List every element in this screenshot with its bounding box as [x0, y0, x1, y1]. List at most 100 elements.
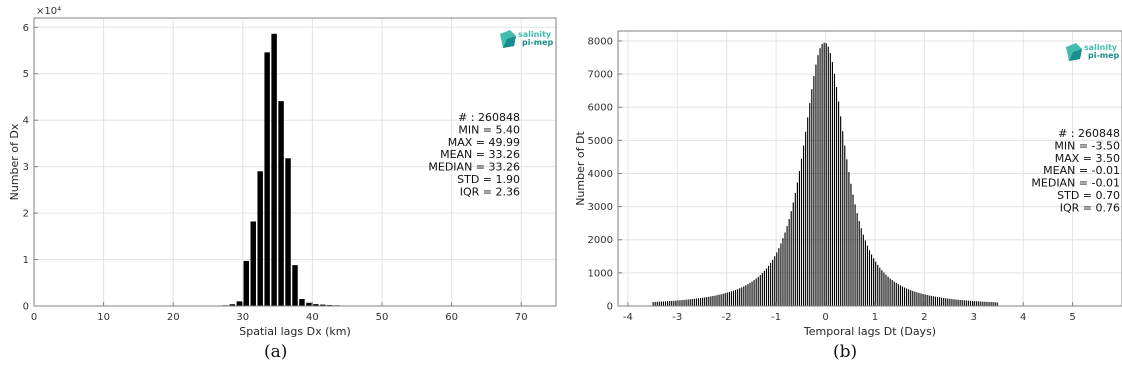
y-tick-label: 0 — [607, 302, 613, 313]
bar — [910, 290, 912, 306]
bar — [722, 293, 724, 306]
bar — [693, 298, 695, 306]
bar — [840, 116, 842, 306]
bar — [798, 171, 801, 306]
bar — [753, 280, 755, 306]
bar — [299, 299, 305, 306]
y-tick-label: 7000 — [588, 70, 613, 81]
stat-line: MEDIAN = 33.26 — [428, 161, 520, 174]
bar — [250, 221, 256, 306]
bar — [862, 234, 864, 306]
bar — [936, 297, 939, 306]
bar — [714, 295, 716, 306]
bar — [687, 299, 689, 306]
bar — [710, 296, 712, 306]
bar — [879, 267, 881, 306]
x-tick-label: 10 — [97, 312, 110, 323]
x-tick-label: 40 — [306, 312, 319, 323]
bar — [691, 299, 693, 306]
bar — [941, 297, 943, 306]
bar — [988, 301, 990, 306]
chart-panel-a: 0 10 20 30 40 50 60 70 0 1 2 3 4 5 6 ×10⁴ Spatial lags D… — [8, 6, 557, 338]
bar — [959, 299, 961, 306]
stat-line: MAX = 49.99 — [448, 136, 520, 149]
bar — [761, 273, 763, 306]
bar — [741, 287, 743, 306]
bar — [743, 286, 745, 306]
bar — [673, 300, 675, 306]
bar — [732, 290, 735, 306]
bar — [778, 248, 780, 306]
x-axis-label: Temporal lags Dt (Days) — [803, 325, 936, 338]
x-tick-label: 50 — [376, 312, 389, 323]
bar — [782, 238, 784, 306]
bar — [803, 145, 805, 306]
plot-frame — [617, 30, 1122, 307]
bar — [848, 172, 850, 306]
bar — [881, 270, 883, 306]
y-tick-label: 6000 — [588, 103, 613, 114]
bar — [704, 297, 706, 306]
plot-frame — [33, 17, 557, 307]
stat-line: MEDIAN = -0.01 — [1031, 177, 1120, 190]
bar — [809, 103, 811, 306]
bar — [292, 265, 298, 306]
bar — [967, 300, 969, 306]
bar — [786, 226, 788, 306]
bar — [949, 298, 951, 306]
bar — [763, 270, 765, 306]
bar — [965, 300, 967, 306]
bar — [918, 292, 920, 306]
bar — [654, 301, 656, 306]
bar — [796, 182, 798, 306]
logo-line2: pi-mep — [1088, 51, 1120, 60]
bar — [320, 304, 326, 306]
bar — [706, 297, 708, 306]
bar — [726, 292, 728, 306]
x-tick-label: 2 — [921, 312, 927, 323]
bar — [770, 262, 772, 306]
y-tick-label: 0 — [23, 302, 29, 313]
bar — [681, 300, 683, 306]
bar — [953, 299, 955, 306]
bar — [994, 302, 996, 306]
bar — [660, 301, 662, 306]
bar — [790, 211, 792, 306]
y-tick-label: 4000 — [588, 169, 613, 180]
x-tick-label: 30 — [236, 312, 249, 323]
stat-line: STD = 1.90 — [457, 173, 520, 186]
bar — [901, 286, 904, 306]
chart-panel-b: -4 -3 -2 -1 0 1 2 3 4 5 0 1000 2000 3000 4000 5000 6000 7… — [574, 30, 1122, 338]
y-tick-label: 2000 — [588, 235, 613, 246]
bar — [815, 64, 817, 307]
bar — [924, 294, 926, 306]
bar — [243, 260, 250, 306]
bar — [712, 295, 714, 306]
bar — [835, 87, 838, 306]
bar — [856, 213, 858, 306]
bar — [765, 268, 768, 306]
bar — [652, 302, 654, 306]
y-exponent-label: ×10⁴ — [36, 6, 61, 17]
x-tick-label: 1 — [872, 312, 878, 323]
bar — [724, 293, 726, 306]
bar — [697, 298, 700, 306]
bar — [992, 302, 994, 306]
bar — [745, 285, 747, 306]
bar — [980, 301, 982, 306]
bar-series — [652, 42, 998, 307]
bar — [976, 301, 978, 306]
bar — [794, 192, 796, 306]
x-tick-label: -1 — [771, 312, 781, 323]
bar — [229, 304, 236, 306]
bar — [899, 285, 901, 306]
caption-b: (b) — [833, 342, 858, 362]
bar — [718, 294, 720, 306]
stat-line: # : 260848 — [458, 111, 520, 124]
bar — [671, 300, 673, 306]
stat-line: # : 260848 — [1058, 127, 1120, 140]
bar — [963, 300, 965, 306]
bar — [675, 300, 677, 306]
bar — [858, 221, 860, 306]
